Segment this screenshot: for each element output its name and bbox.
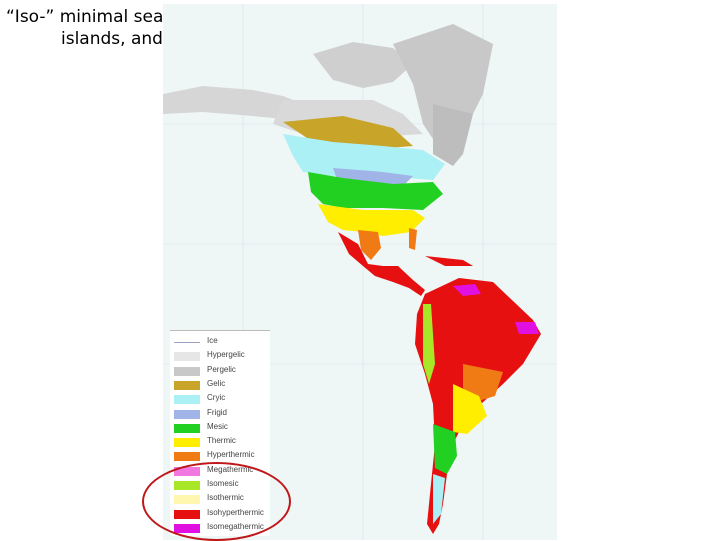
mesic-region (308, 172, 443, 210)
cryic-south (433, 474, 445, 524)
legend-label: Thermic (207, 436, 236, 446)
mesic-south (433, 424, 457, 474)
legend-swatch (174, 395, 200, 405)
hyperthermic-south (463, 364, 503, 402)
legend-swatch (174, 366, 200, 376)
legend-swatch (174, 352, 200, 362)
caribbean-islands (425, 256, 473, 266)
thermic-south (453, 384, 487, 434)
legend-swatch (174, 423, 200, 433)
legend-label: Pergelic (207, 364, 236, 374)
legend-label: Frigid (207, 407, 228, 417)
legend-swatch (174, 342, 200, 343)
hyperthermic-north (358, 230, 381, 260)
legend-label: Ice (207, 336, 218, 345)
legend-swatch (174, 452, 200, 462)
legend-label: Hypergelic (207, 350, 245, 360)
isomegathermic-patch (453, 284, 481, 296)
legend-label: Hyperthermic (207, 450, 255, 460)
highlight-circle (142, 462, 291, 541)
central-america (338, 232, 425, 296)
legend-swatch (174, 438, 200, 448)
legend-label: Gelic (207, 378, 226, 388)
cryic-region (283, 134, 445, 180)
legend-swatch (174, 409, 200, 419)
thermic-region (318, 204, 425, 236)
legend-label: Mesic (207, 421, 228, 431)
isomesic-andes (423, 304, 435, 384)
legend-label: Cryic (207, 393, 226, 403)
legend-swatch (174, 380, 200, 390)
